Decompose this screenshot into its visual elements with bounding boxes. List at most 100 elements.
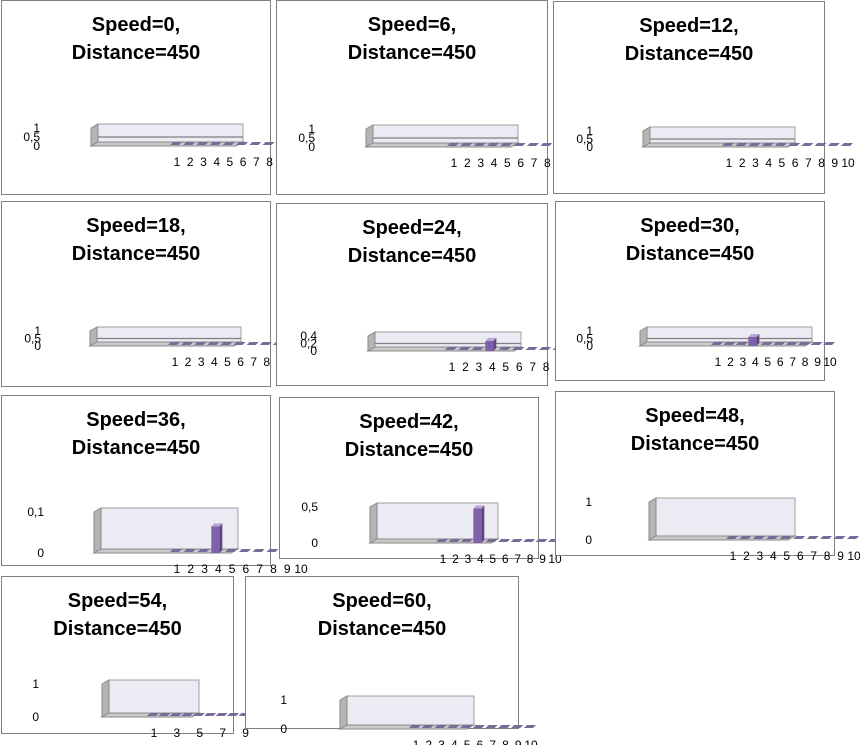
bar <box>170 142 182 145</box>
bar <box>723 342 736 345</box>
bar <box>460 143 473 146</box>
bar <box>249 142 262 145</box>
x-tick-label: 9 <box>242 726 249 740</box>
x-tick-label: 10 <box>841 156 855 170</box>
bar <box>233 342 246 345</box>
bar <box>760 342 773 345</box>
bar <box>409 725 421 728</box>
bar <box>485 539 498 542</box>
x-tick-label: 7 <box>514 552 521 566</box>
bar <box>485 725 498 728</box>
x-tick-label: 1 <box>726 156 733 170</box>
x-tick-label: 2 <box>452 552 459 566</box>
y-tick-label: 1 <box>308 122 315 136</box>
x-tick-label: 9 <box>539 552 546 566</box>
bar <box>735 143 748 146</box>
bar-side <box>219 523 223 553</box>
bar <box>238 549 251 552</box>
x-tick-label: 10 <box>823 355 837 369</box>
y-tick-label: 0 <box>308 140 315 154</box>
y-tick-label: 0,5 <box>576 332 593 346</box>
x-tick-label: 3 <box>752 156 759 170</box>
plot-back-wall <box>97 123 244 143</box>
x-tick-label: 4 <box>489 360 496 374</box>
x-tick-label: 3 <box>198 355 205 369</box>
chart-title: Speed=36, Distance=450 <box>71 409 201 459</box>
x-tick-label: 4 <box>451 738 458 745</box>
bar <box>225 549 238 552</box>
y-tick-label: 0,5 <box>23 130 40 144</box>
bar <box>766 536 779 539</box>
x-tick-label: 3 <box>476 360 483 374</box>
y-tick-label: 1 <box>586 324 593 338</box>
x-tick-label: 6 <box>517 156 524 170</box>
x-tick-label: 4 <box>752 355 759 369</box>
x-tick-label: 5 <box>227 155 234 169</box>
x-tick-label: 1 <box>174 155 181 169</box>
x-tick-label: 3 <box>200 155 207 169</box>
bar <box>236 142 249 145</box>
plot-back-wall <box>108 679 200 714</box>
bar <box>540 143 553 146</box>
bar <box>196 142 209 145</box>
chart-panel-speed-48: Speed=48, Distance=450 0 1 1 2 3 4 5 6 7 8 9 10 <box>555 391 860 563</box>
y-tick-label: 1 <box>586 124 593 138</box>
x-tick-label: 2 <box>462 360 469 374</box>
chart-title: Speed=18, Distance=450 <box>71 215 201 265</box>
x-tick-label: 6 <box>237 355 244 369</box>
plot-back-wall <box>96 326 242 343</box>
bar <box>181 713 194 716</box>
chart-panel-speed-36: Speed=36, Distance=450 0 0,1 1 2 3 4 5 6 7 8 9 10 <box>1 395 308 576</box>
bar <box>539 347 552 350</box>
x-tick-label: 5 <box>783 549 790 563</box>
bar <box>748 337 757 346</box>
chart-title: Speed=12, Distance=450 <box>624 15 754 65</box>
x-tick-label: 4 <box>211 355 218 369</box>
bar <box>447 725 460 728</box>
bar <box>220 342 233 345</box>
x-tick-label: 6 <box>777 355 784 369</box>
bar-chart-plot: 0 1 1 3 5 7 9 <box>32 677 262 740</box>
bar <box>810 342 823 345</box>
bar-top <box>485 337 497 341</box>
x-tick-label: 10 <box>524 738 538 745</box>
plot-back-wall <box>372 124 519 144</box>
x-tick-label: 6 <box>516 360 523 374</box>
x-tick-label: 3 <box>201 562 208 576</box>
y-tick-label: 0,5 <box>298 131 315 145</box>
bar <box>473 508 482 543</box>
bar <box>434 725 447 728</box>
bar <box>788 143 801 146</box>
bar <box>168 342 180 345</box>
x-tick-label: 6 <box>797 549 804 563</box>
x-tick-label: 8 <box>544 156 551 170</box>
x-tick-label: 8 <box>270 562 277 576</box>
bar <box>183 549 196 552</box>
bar <box>820 536 833 539</box>
bar <box>458 347 471 350</box>
bar <box>194 342 207 345</box>
x-tick-label: 3 <box>438 738 445 745</box>
plot-back-wall <box>655 497 796 537</box>
x-tick-label: 2 <box>425 738 432 745</box>
bar <box>473 143 486 146</box>
y-tick-label: 1 <box>33 121 40 135</box>
bar <box>814 143 827 146</box>
plot-side-wall <box>648 497 657 541</box>
bar <box>498 725 511 728</box>
bar <box>726 536 738 539</box>
y-tick-label: 0 <box>280 722 287 736</box>
x-tick-label: 3 <box>174 726 181 740</box>
x-tick-label: 4 <box>215 562 222 576</box>
bar-chart-plot: 011 2 3 4 5 6 7 8 9 10 <box>585 495 860 563</box>
x-tick-label: 1 <box>449 360 456 374</box>
chart-panel-speed-24: Speed=24,Distance=450 00,20,412345678910 <box>276 203 580 386</box>
bar <box>827 143 840 146</box>
y-tick-label: 0,2 <box>300 337 317 351</box>
x-tick-label: 2 <box>464 156 471 170</box>
bar <box>773 342 786 345</box>
y-tick-label: 1 <box>34 324 41 338</box>
bar <box>752 536 765 539</box>
bar <box>711 342 723 345</box>
